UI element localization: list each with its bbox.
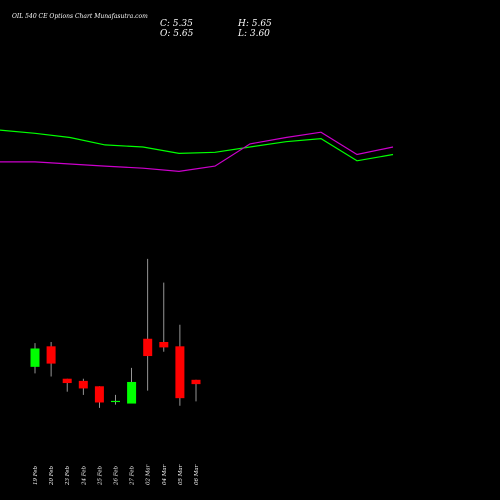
candle-body-down [143,338,153,357]
candle [30,343,40,374]
x-tick-label: 24 Feb [81,465,87,486]
x-tick-label: 25 Feb [97,465,103,486]
x-tick-label: 06 Mar [194,464,200,485]
candle [127,367,137,404]
band-lines [0,129,394,173]
candle [159,282,169,352]
candle-body-down [94,386,104,403]
candle [94,386,104,408]
candle-body-down [191,379,201,385]
candle-body-up [30,348,40,367]
x-tick-label: 20 Feb [49,465,55,486]
candle-body-up [111,400,120,403]
candle [62,378,72,392]
upper-band-line [0,129,394,162]
candle [143,258,153,391]
high-readout: H: 5.65 [237,19,272,29]
x-tick-label: 23 Feb [65,465,71,486]
candle-body-down [46,346,56,364]
candle [46,342,56,377]
x-tick-label: 27 Feb [130,465,136,486]
candlesticks [30,258,201,408]
x-tick-label: 26 Feb [114,465,120,486]
x-tick-label: 05 Mar [178,464,184,485]
chart-title: OIL 540 CE Options Chart Munafasutra.com [12,13,148,20]
open-readout: O: 5.65 [160,29,194,39]
candle-body-down [159,342,169,348]
candle-body-down [175,346,185,399]
x-tick-label: 19 Feb [33,465,39,485]
candle [191,379,201,402]
candle-body-down [62,378,72,384]
x-tick-labels: 19 Feb 20 Feb 23 Feb 24 Feb 25 Feb 26 Feb 27 F… [33,464,200,486]
candle [175,324,185,406]
close-readout: C: 5.35 [160,19,193,29]
candle [111,394,120,405]
low-readout: L: 3.60 [237,29,270,39]
lower-band-line [0,131,394,173]
x-tick-label: 02 Mar [146,464,152,485]
candle-body-up [127,381,137,404]
candle [78,378,88,395]
x-tick-label: 04 Mar [162,464,168,485]
candle-body-down [78,380,88,389]
